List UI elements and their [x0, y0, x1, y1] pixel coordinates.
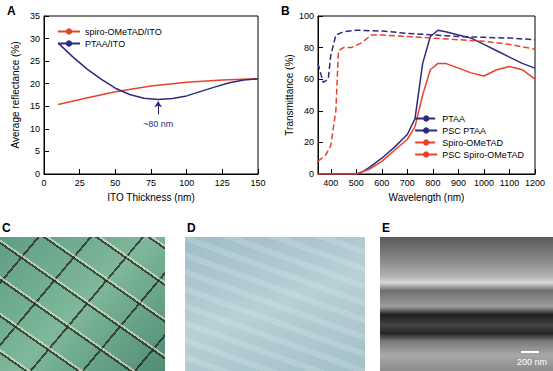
- svg-text:500: 500: [349, 178, 364, 188]
- svg-text:15: 15: [30, 101, 40, 111]
- svg-text:20: 20: [30, 79, 40, 89]
- svg-text:Average reflectance (%): Average reflectance (%): [10, 41, 21, 148]
- svg-text:Spiro-OMeTAD: Spiro-OMeTAD: [442, 138, 503, 148]
- svg-text:A: A: [7, 4, 16, 18]
- svg-text:20: 20: [304, 137, 314, 147]
- svg-text:0: 0: [41, 178, 46, 188]
- html-text:200 nm: 200 nm: [517, 357, 547, 367]
- svg-text:40: 40: [304, 106, 314, 116]
- svg-text:5: 5: [35, 146, 40, 156]
- html-text:C: C: [2, 221, 11, 235]
- svg-text:spiro-OMeTAD/ITO: spiro-OMeTAD/ITO: [85, 27, 162, 37]
- svg-text:150: 150: [250, 178, 265, 188]
- svg-text:Wavelength (nm): Wavelength (nm): [389, 192, 465, 203]
- svg-text:30: 30: [30, 34, 40, 44]
- svg-text:ITO Thickness (nm): ITO Thickness (nm): [107, 192, 194, 203]
- html-text:E: E: [382, 221, 390, 235]
- svg-text:900: 900: [451, 178, 466, 188]
- svg-text:80: 80: [304, 43, 314, 53]
- svg-text:35: 35: [30, 11, 40, 21]
- svg-text:PSC Spiro-OMeTAD: PSC Spiro-OMeTAD: [442, 150, 524, 160]
- svg-text:~80 nm: ~80 nm: [143, 119, 173, 129]
- svg-text:0: 0: [309, 169, 314, 179]
- svg-text:700: 700: [400, 178, 415, 188]
- svg-text:25: 25: [30, 56, 40, 66]
- svg-text:60: 60: [304, 74, 314, 84]
- svg-text:600: 600: [374, 178, 389, 188]
- svg-text:B: B: [281, 4, 290, 18]
- svg-text:1200: 1200: [525, 178, 545, 188]
- svg-text:1000: 1000: [474, 178, 494, 188]
- svg-text:25: 25: [75, 178, 85, 188]
- svg-text:1100: 1100: [500, 178, 519, 188]
- svg-text:75: 75: [146, 178, 156, 188]
- svg-text:100: 100: [299, 11, 314, 21]
- html-text:D: D: [187, 221, 196, 235]
- svg-text:Transmittance (%): Transmittance (%): [284, 54, 295, 135]
- svg-text:50: 50: [110, 178, 120, 188]
- svg-text:0: 0: [35, 169, 40, 179]
- svg-text:100: 100: [179, 178, 194, 188]
- svg-text:PTAA: PTAA: [442, 114, 465, 124]
- svg-text:PTAA/ITO: PTAA/ITO: [85, 39, 125, 49]
- svg-text:PSC PTAA: PSC PTAA: [442, 126, 486, 136]
- svg-text:800: 800: [425, 178, 440, 188]
- svg-text:400: 400: [323, 178, 338, 188]
- svg-text:10: 10: [30, 124, 40, 134]
- svg-text:125: 125: [215, 178, 230, 188]
